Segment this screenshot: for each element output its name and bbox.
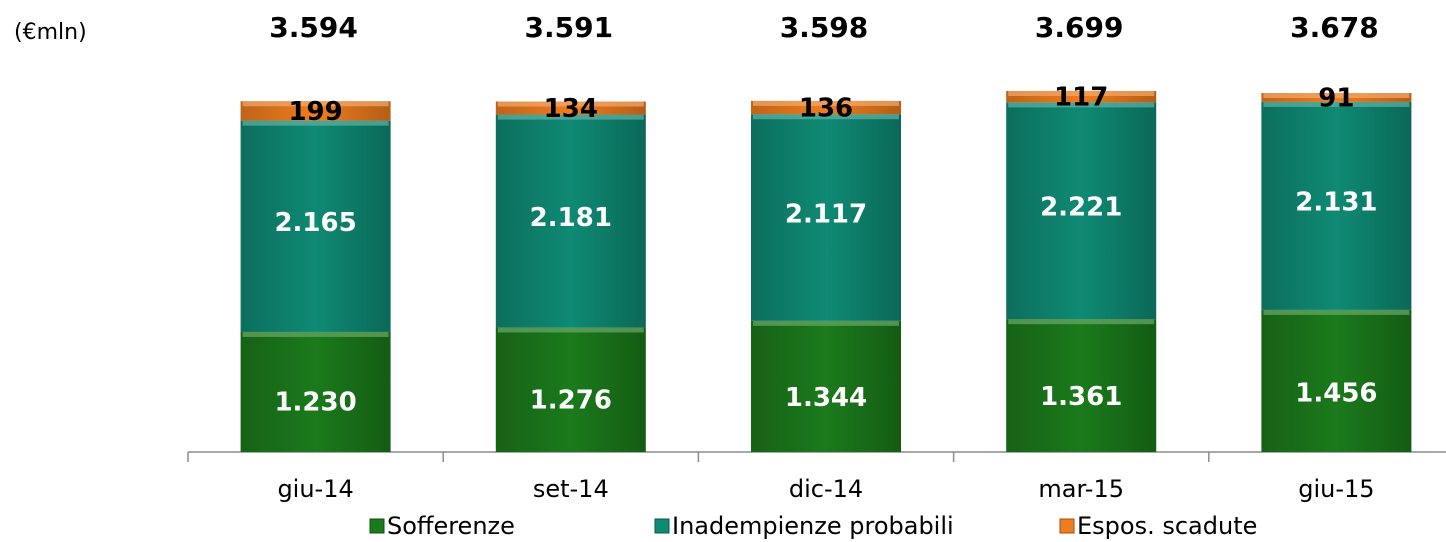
legend-swatch bbox=[1059, 518, 1075, 534]
bar-bevel bbox=[1263, 309, 1410, 315]
x-tick-label: set-14 bbox=[533, 475, 609, 503]
data-label: 2.221 bbox=[1040, 192, 1122, 222]
bar-segment-inadempienze-probabili bbox=[495, 114, 646, 328]
bar-segment-sofferenze bbox=[495, 327, 646, 452]
bar-bevel bbox=[1008, 319, 1155, 325]
legend-label: Inadempienze probabili bbox=[672, 512, 954, 540]
data-label: 1.361 bbox=[1040, 382, 1122, 412]
bar-bevel bbox=[1263, 101, 1410, 107]
data-label: 199 bbox=[288, 97, 342, 127]
bar-segment-espos-scadute bbox=[1006, 90, 1157, 103]
legend-swatch bbox=[654, 518, 670, 534]
data-label: 1.230 bbox=[274, 388, 356, 418]
data-label: 1.276 bbox=[530, 386, 612, 416]
bar-segment-sofferenze bbox=[1261, 309, 1412, 452]
legend-label: Espos. scadute bbox=[1077, 512, 1257, 540]
bar-bevel bbox=[753, 114, 899, 120]
bar-segment-inadempienze-probabili bbox=[240, 120, 391, 332]
total-label: 3.699 bbox=[1035, 11, 1124, 44]
bar-bevel bbox=[1008, 102, 1155, 108]
data-label: 2.117 bbox=[785, 199, 867, 229]
total-label: 3.594 bbox=[269, 11, 358, 44]
data-label: 136 bbox=[799, 94, 853, 124]
bar-bevel bbox=[242, 120, 389, 126]
data-label: 1.344 bbox=[785, 383, 867, 413]
data-label: 1.456 bbox=[1295, 378, 1377, 408]
total-label: 3.591 bbox=[525, 11, 614, 44]
bar-bevel bbox=[497, 327, 644, 333]
bar-segment-inadempienze-probabili bbox=[1261, 101, 1412, 310]
bar-segment-inadempienze-probabili bbox=[751, 114, 901, 321]
bar-segment-sofferenze bbox=[240, 331, 391, 452]
bar-bevel bbox=[1263, 93, 1410, 99]
bar-bevel bbox=[497, 114, 644, 120]
total-label: 3.598 bbox=[780, 11, 869, 44]
data-label: 2.181 bbox=[530, 203, 612, 233]
total-label: 3.678 bbox=[1290, 11, 1379, 44]
bar-segment-inadempienze-probabili bbox=[1006, 102, 1157, 320]
data-label: 2.131 bbox=[1295, 188, 1377, 218]
data-label: 2.165 bbox=[274, 208, 356, 238]
data-label: 117 bbox=[1054, 83, 1108, 113]
data-label: 134 bbox=[544, 94, 598, 124]
bar-bevel bbox=[497, 101, 644, 107]
x-tick-label: dic-14 bbox=[789, 475, 863, 503]
bar-bevel bbox=[753, 100, 899, 106]
bar-bevel bbox=[242, 331, 389, 337]
x-tick-label: mar-15 bbox=[1038, 475, 1124, 503]
legend-label: Sofferenze bbox=[387, 512, 515, 540]
legend-swatch bbox=[369, 518, 385, 534]
bar-bevel bbox=[1008, 90, 1155, 96]
unit-label: (€mln) bbox=[14, 20, 87, 45]
bar-segment-sofferenze bbox=[1006, 319, 1157, 452]
x-tick-label: giu-15 bbox=[1298, 475, 1374, 503]
data-label: 91 bbox=[1318, 83, 1354, 113]
bar-bevel bbox=[242, 101, 389, 107]
bar-segment-sofferenze bbox=[751, 320, 901, 452]
bar-bevel bbox=[753, 320, 899, 326]
x-tick-label: giu-14 bbox=[277, 475, 353, 503]
